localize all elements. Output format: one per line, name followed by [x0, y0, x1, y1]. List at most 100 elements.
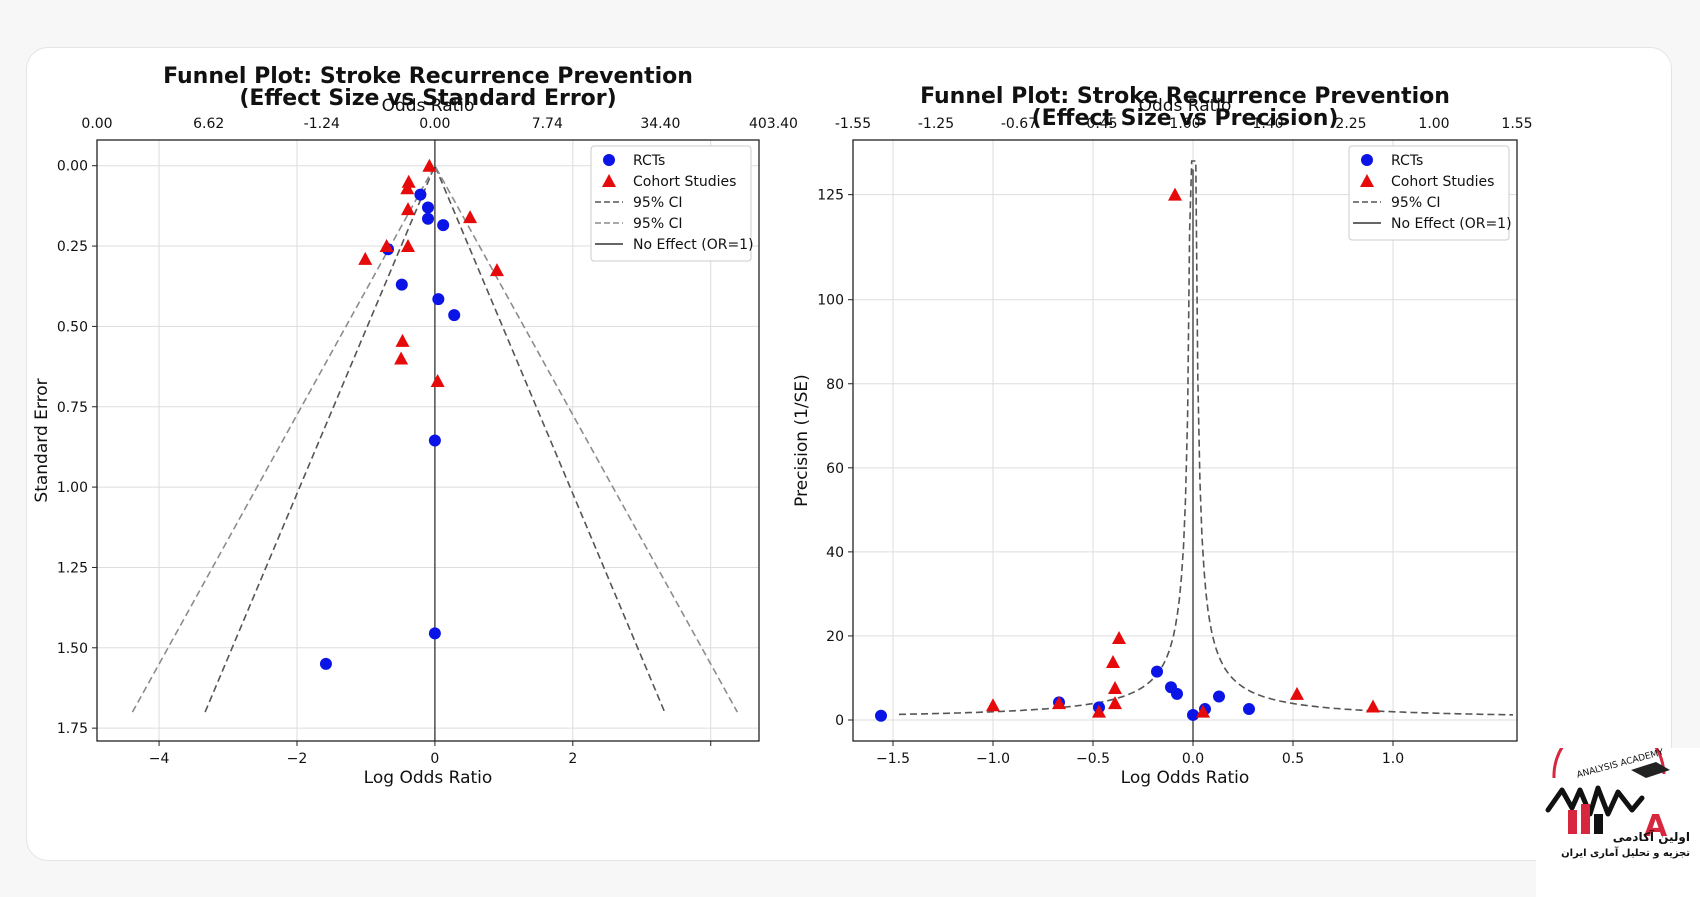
- legend-label: No Effect (OR=1): [1391, 216, 1512, 232]
- legend-label: No Effect (OR=1): [633, 237, 754, 253]
- cohort-point: [1106, 654, 1120, 668]
- y-tick-label: 40: [826, 545, 844, 561]
- top-x-tick-label: 1.00: [1169, 116, 1200, 132]
- legend-box: [1348, 145, 1510, 241]
- top-x-tick-label: -1.24: [304, 116, 340, 132]
- rct-point: [1243, 703, 1255, 716]
- legend-cohort-marker: [1360, 174, 1374, 187]
- legend-rct-marker: [1361, 154, 1373, 166]
- legend: RCTs Cohort Studies 95% CI No Effect (OR=1): [1348, 145, 1512, 241]
- top-axis-label: Odds Ratio: [1139, 96, 1232, 116]
- funnel-plots: Funnel Plot: Stroke Recurrence Preventio…: [32, 64, 1533, 788]
- top-axis-label: Odds Ratio: [382, 96, 475, 116]
- y-tick-label: 0.25: [57, 239, 88, 255]
- chart-panel-2: Funnel Plot: Stroke Recurrence Preventio…: [792, 84, 1533, 788]
- y-tick-label: 100: [817, 293, 844, 309]
- figure-container: Funnel Plot: Stroke Recurrence Preventio…: [26, 47, 1672, 861]
- logo-letter: A: [1644, 809, 1668, 844]
- y-axis-label: Standard Error: [32, 378, 52, 502]
- cohort-point: [401, 239, 416, 253]
- cohort-point: [395, 333, 410, 347]
- chart-title-line-2: (Effect Size vs Standard Error): [239, 86, 616, 111]
- y-tick-label: 1.25: [57, 560, 88, 576]
- top-x-tick-label: 1.40: [1252, 116, 1283, 132]
- x-axis-label: Log Odds Ratio: [364, 768, 493, 788]
- logo-line-2: تجزیه و تحلیل آماری ایران: [1561, 848, 1690, 859]
- cohort-point: [379, 239, 394, 253]
- top-x-tick-label: 0.00: [419, 116, 450, 132]
- y-tick-label: 0.50: [57, 319, 88, 335]
- rct-point: [1213, 690, 1225, 703]
- y-tick-label: 1.75: [57, 721, 88, 737]
- rct-point: [428, 627, 441, 640]
- legend-rct-marker: [603, 154, 615, 166]
- cohort-point: [430, 374, 445, 388]
- legend-label: RCTs: [1391, 153, 1423, 169]
- cohort-point: [1108, 696, 1122, 710]
- ci-funnel-line: [131, 164, 739, 713]
- cohort-point: [358, 251, 373, 265]
- x-tick-label: −2: [287, 751, 308, 767]
- top-x-tick-label: 403.40: [749, 116, 798, 132]
- top-x-tick-label: 0.45: [1086, 116, 1117, 132]
- cohort-point: [401, 174, 416, 188]
- rct-point: [428, 434, 441, 447]
- y-tick-label: 60: [826, 461, 844, 477]
- top-x-tick-label: -1.25: [918, 116, 954, 132]
- legend-label: 95% CI: [633, 216, 682, 232]
- top-x-tick-label: 1.55: [1501, 116, 1532, 132]
- plot-frame: [852, 139, 1518, 742]
- rct-point: [432, 293, 445, 306]
- cohort-point: [1092, 704, 1106, 718]
- x-tick-label: −4: [149, 751, 170, 767]
- top-x-tick-label: 1.00: [1418, 116, 1449, 132]
- cohort-point: [489, 263, 504, 277]
- x-tick-label: −0.5: [1076, 751, 1110, 767]
- analysis-academy-logo: ANALYSIS ACADEMY A اولین آکادمی تجزیه و …: [1536, 748, 1700, 897]
- cohort-point: [422, 158, 437, 172]
- y-axis-label: Precision (1/SE): [792, 374, 812, 507]
- rct-point: [1171, 687, 1183, 700]
- cohort-point: [1168, 187, 1182, 201]
- legend: RCTs Cohort Studies 95% CI 95% CI No Effect …: [590, 145, 754, 262]
- rct-point: [422, 212, 434, 225]
- y-tick-label: 1.50: [57, 641, 88, 657]
- x-tick-label: 2: [568, 751, 577, 767]
- rct-point: [414, 188, 427, 201]
- legend-label: Cohort Studies: [1391, 174, 1494, 190]
- rct-point: [1187, 708, 1199, 721]
- cohort-point: [394, 351, 409, 365]
- logo-graphic-icon: ANALYSIS ACADEMY A: [1545, 748, 1670, 844]
- top-x-tick-label: 2.25: [1335, 116, 1366, 132]
- x-tick-label: 0: [430, 751, 439, 767]
- rct-point: [422, 201, 434, 214]
- top-x-tick-label: -1.55: [835, 116, 871, 132]
- cohort-point: [1108, 681, 1122, 695]
- legend-cohort-marker: [602, 174, 616, 187]
- top-x-tick-label: 0.00: [81, 116, 112, 132]
- legend-label: 95% CI: [633, 195, 682, 211]
- legend-label: Cohort Studies: [633, 174, 736, 190]
- cohort-point: [1112, 631, 1126, 645]
- cohort-point: [1366, 699, 1380, 713]
- rct-point: [395, 278, 408, 291]
- top-x-tick-label: -0.67: [1001, 116, 1037, 132]
- x-tick-label: −1.5: [876, 751, 910, 767]
- rct-point: [875, 709, 887, 722]
- y-tick-label: 1.00: [57, 480, 88, 496]
- plot-frame: [96, 139, 760, 742]
- x-tick-label: −1.0: [976, 751, 1010, 767]
- rct-point: [319, 657, 332, 670]
- ci-funnel-line: [898, 160, 1513, 716]
- y-tick-label: 125: [817, 188, 844, 204]
- chart-title-line-1: Funnel Plot: Stroke Recurrence Preventio…: [163, 64, 693, 89]
- chart-title-line-1: Funnel Plot: Stroke Recurrence Preventio…: [920, 84, 1450, 109]
- rct-point: [448, 309, 461, 322]
- cohort-point: [986, 698, 1000, 712]
- x-tick-label: 1.0: [1382, 751, 1404, 767]
- top-x-tick-label: 6.62: [193, 116, 224, 132]
- cohort-point: [400, 181, 415, 195]
- y-tick-label: 80: [826, 377, 844, 393]
- chart-panel-1: Funnel Plot: Stroke Recurrence Preventio…: [32, 64, 798, 788]
- x-tick-label: 0.0: [1182, 751, 1204, 767]
